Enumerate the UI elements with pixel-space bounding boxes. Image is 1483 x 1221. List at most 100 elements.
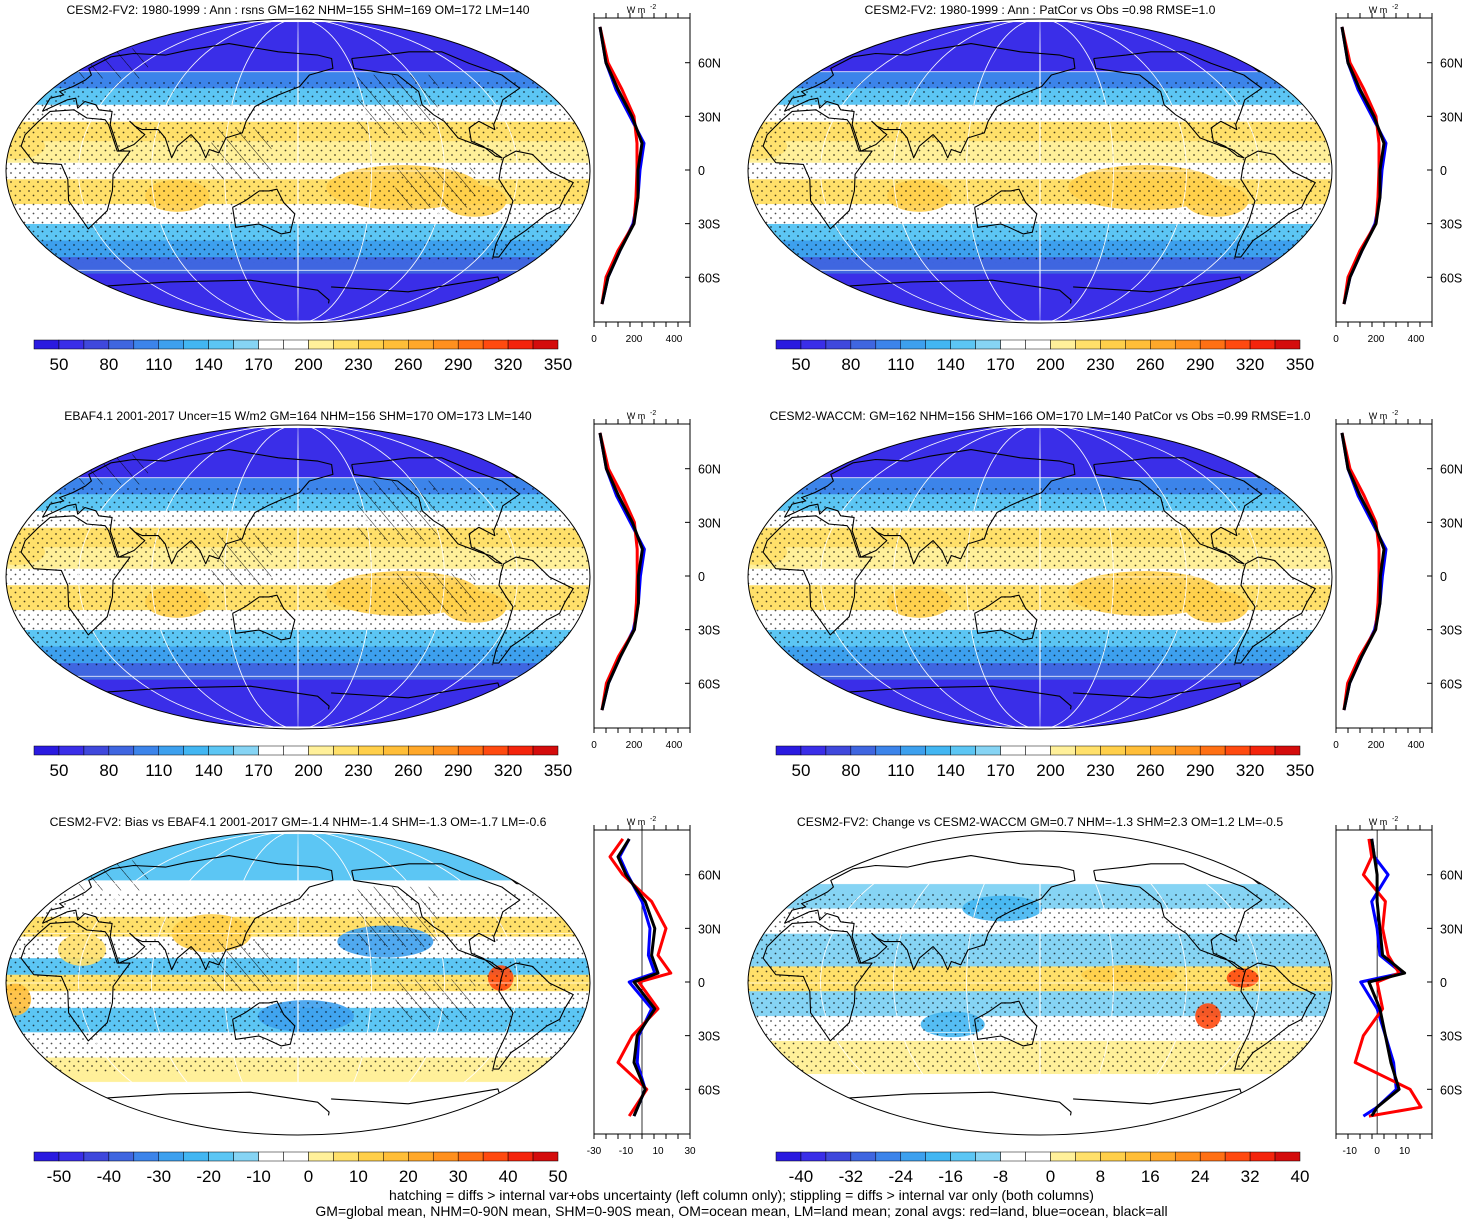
zonal-series-all [616,838,660,1117]
colorbar-box [950,745,976,756]
colorbar-box [457,745,484,756]
colorbar-label: 110 [145,355,172,374]
colorbar-box [1249,1151,1276,1162]
colorbar-label: 290 [1186,761,1214,780]
colorbar-box [1050,745,1076,756]
zonal-mean-plot: 0 200 400 W m -2 60N 30N 0 30S 60S [591,4,721,345]
colorbar-box [83,1151,110,1162]
zonal-tick-label: 0 [591,740,597,751]
australia-coastline [232,1000,296,1047]
zonal-lat-label: 30S [1440,218,1462,232]
eurasia-coastline [41,855,334,971]
colorbar-box [58,745,85,756]
map-band [6,834,590,881]
panel-top-left: CESM2-FV2: 1980-1999 : Ann : rsns GM=162… [0,0,740,400]
panel-top-right: CESM2-FV2: 1980-1999 : Ann : PatCor vs O… [742,0,1482,400]
colorbar-box [33,339,60,350]
zonal-lat-label: 60S [1440,271,1462,285]
colorbar-label: 50 [791,761,810,780]
colorbar-box [457,339,484,350]
colorbar-label: 170 [244,355,272,374]
colorbar-box [208,1151,234,1162]
colorbar-box [233,1151,259,1162]
zonal-series-land [608,838,673,1117]
south-america-coastline [492,556,574,664]
graticule-lon [1039,425,1041,729]
zonal-units: W m [627,411,646,421]
zonal-mean-plot: -10 0 10 W m -2 60N 30N 0 30S 60S [1335,816,1463,1157]
panel-title: CESM2-FV2: Change vs CESM2-WACCM GM=0.7 … [797,815,1283,829]
zonal-lat-label: 60N [1440,57,1463,71]
panel-title: EBAF4.1 2001-2017 Uncer=15 W/m2 GM=164 N… [64,409,532,423]
zonal-mean-plot: 0 200 400 W m -2 60N 30N 0 30S 60S [591,410,721,751]
map-outline [5,830,591,1136]
zonal-units-exp: -2 [650,4,656,11]
graticule-lon [966,425,1114,729]
colorbar-label: 320 [494,761,522,780]
graticule-lon [297,831,299,1135]
zonal-tick-label: 0 [1333,334,1339,345]
zonal-units: W m [1369,817,1388,827]
colorbar-box [1100,339,1126,350]
africa-coastline [762,109,873,230]
colorbar-box [258,1151,284,1162]
colorbar-box [1274,745,1301,756]
colorbar-box [283,745,309,756]
colorbar-box [900,339,926,350]
colorbar-box [58,1151,85,1162]
zonal-lat-label: 0 [1440,570,1447,584]
colorbar-box [183,339,209,350]
colorbar-label: -50 [47,1167,72,1186]
map-figure: CESM2-FV2: Bias vs EBAF4.1 2001-2017 GM=… [5,815,721,1186]
colorbar-box [108,745,135,756]
colorbar-box [208,745,234,756]
zonal-lat-label: 30S [698,218,720,232]
graticule-lon [820,831,1260,1135]
zonal-lat-label: 30N [1440,922,1463,936]
colorbar-box [850,339,877,350]
colorbar-box [133,1151,160,1162]
colorbar-label: 110 [145,761,172,780]
africa-coastline [762,515,873,636]
colorbar-box [208,339,234,350]
map-figure: EBAF4.1 2001-2017 Uncer=15 W/m2 GM=164 N… [5,409,721,780]
colorbar-label: -30 [146,1167,171,1186]
hatching [211,535,272,586]
colorbar-label: 140 [194,761,222,780]
colorbar-label: 140 [936,761,964,780]
colorbar-box [333,745,359,756]
footer-line-hatching: hatching = diffs > internal var+obs unce… [389,1187,1094,1203]
south-america-coastline [1234,150,1316,258]
colorbar-label: 80 [99,355,118,374]
zonal-mean-plot: 0 200 400 W m -2 60N 30N 0 30S 60S [1333,4,1463,345]
graticule-lon [151,425,445,729]
eurasia-coastline [41,449,334,565]
africa-coastline [20,109,131,230]
zonal-tick-label: 400 [666,334,683,345]
colorbar-box [108,339,135,350]
south-america-coastline [492,150,574,258]
colorbar-box [258,339,284,350]
zonal-tick-label: 0 [1333,740,1339,751]
zonal-tick-label: -10 [619,1146,634,1157]
zonal-units: W m [627,817,646,827]
zonal-tick-label: 10 [652,1146,664,1157]
colorbar-label: 170 [986,761,1014,780]
australia-coastline [974,188,1038,235]
colorbar-box [482,339,509,350]
zonal-lat-label: 60N [698,463,721,477]
colorbar-box [482,1151,509,1162]
colorbar-label: 320 [1236,761,1264,780]
colorbar-box [133,745,160,756]
zonal-tick-label: 400 [666,740,683,751]
colorbar-box [432,1151,459,1162]
colorbar-box [1224,745,1251,756]
colorbar-box [900,745,926,756]
colorbar-label: 350 [1286,355,1314,374]
colorbar-label: 350 [1286,761,1314,780]
zonal-lat-label: 60S [698,677,720,691]
graticule-lon [893,831,1187,1135]
colorbar-label: 200 [294,761,322,780]
zonal-lat-label: 0 [1440,976,1447,990]
colorbar-label: 140 [936,355,964,374]
